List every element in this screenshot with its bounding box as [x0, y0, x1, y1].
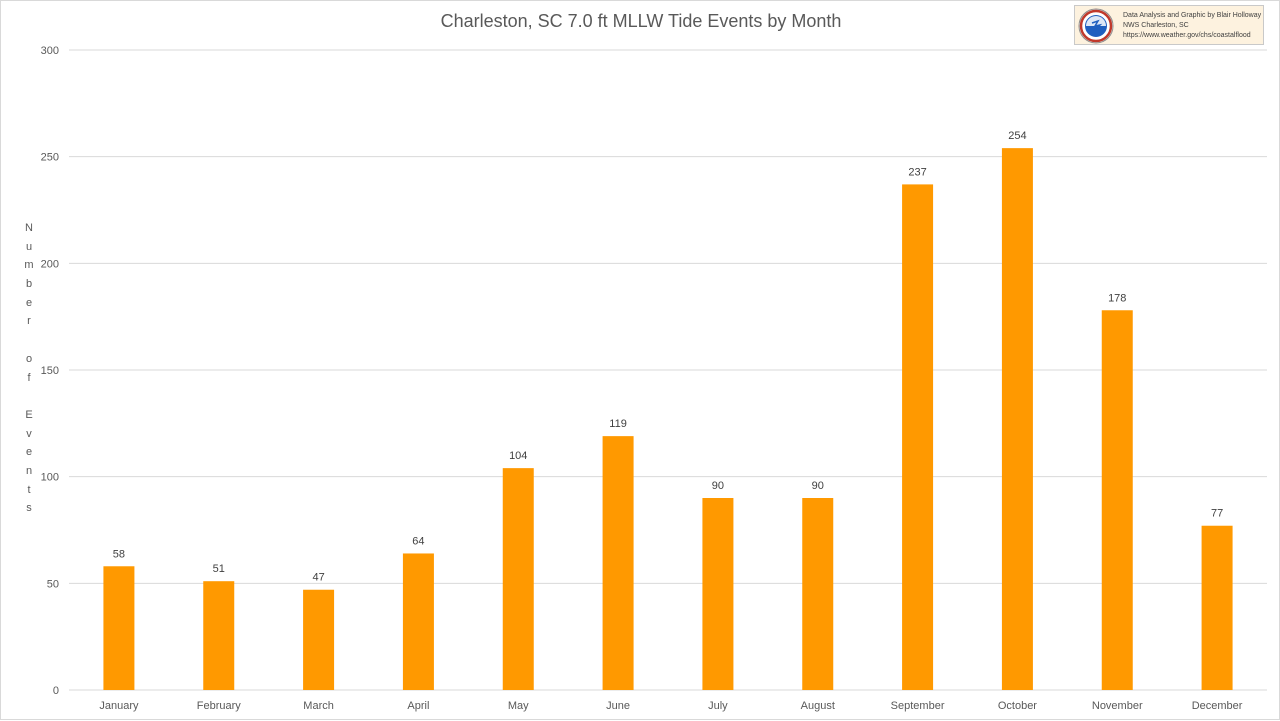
y-axis-label-letter: E	[25, 408, 33, 421]
x-tick-label: February	[197, 700, 242, 712]
bar	[702, 498, 734, 690]
bar	[602, 436, 634, 690]
x-tick-label: April	[407, 700, 429, 712]
y-tick-label: 300	[41, 45, 59, 57]
y-axis-label-letter: u	[25, 240, 33, 253]
y-tick-label: 50	[47, 578, 59, 590]
x-tick-label: May	[508, 700, 529, 712]
y-axis-label-letter: n	[25, 464, 33, 477]
data-label: 178	[1108, 292, 1126, 304]
y-axis-label-letter: f	[27, 371, 31, 384]
x-tick-label: September	[891, 700, 945, 712]
y-axis-label-letter: t	[27, 483, 31, 496]
data-label: 237	[908, 166, 926, 178]
y-axis-label-letter: v	[26, 427, 32, 440]
data-label: 90	[812, 480, 824, 492]
y-axis-label-letter: b	[25, 278, 33, 291]
bar	[902, 184, 934, 690]
y-axis-label-letter: r	[27, 315, 31, 328]
data-label: 58	[113, 548, 125, 560]
bar	[502, 468, 534, 690]
x-tick-label: January	[99, 700, 139, 712]
bar	[103, 566, 135, 690]
y-axis-label-letter: s	[26, 502, 32, 515]
chart-title: Charleston, SC 7.0 ft MLLW Tide Events b…	[440, 11, 842, 31]
data-label: 254	[1008, 130, 1026, 142]
bar	[203, 581, 235, 690]
x-tick-label: August	[801, 700, 835, 712]
y-axis-label-letter: e	[25, 446, 33, 459]
data-label: 90	[712, 480, 724, 492]
y-axis-label-letter: m	[24, 259, 34, 272]
data-label: 104	[509, 450, 527, 462]
data-label: 77	[1211, 508, 1223, 520]
x-tick-label: June	[606, 700, 630, 712]
credit-text: Data Analysis and Graphic by Blair Hollo…	[1123, 11, 1261, 41]
bar	[1201, 525, 1233, 690]
credit-box: Data Analysis and Graphic by Blair Hollo…	[1074, 5, 1264, 45]
y-tick-label: 250	[41, 152, 59, 164]
x-tick-label: November	[1092, 700, 1143, 712]
data-label: 64	[412, 535, 424, 547]
x-tick-label: March	[303, 700, 334, 712]
y-tick-label: 0	[53, 685, 59, 697]
bar	[1101, 310, 1133, 690]
data-label: 119	[609, 418, 627, 430]
x-tick-label: December	[1192, 700, 1243, 712]
y-axis-label-letter: N	[25, 222, 33, 234]
bar	[802, 498, 834, 690]
x-tick-label: July	[708, 700, 728, 712]
bar	[303, 589, 335, 690]
data-label: 47	[312, 572, 324, 584]
y-tick-label: 150	[41, 365, 59, 377]
x-tick-label: October	[998, 700, 1037, 712]
credit-line-2: NWS Charleston, SC	[1123, 22, 1189, 29]
y-axis-label-letter: e	[25, 296, 33, 309]
bar	[402, 553, 434, 690]
y-tick-label: 200	[41, 258, 59, 270]
bar	[1001, 148, 1033, 691]
data-label: 51	[213, 563, 225, 575]
credit-line-3: https://www.weather.gov/chs/coastalflood	[1123, 32, 1251, 39]
credit-line-1: Data Analysis and Graphic by Blair Hollo…	[1123, 12, 1262, 19]
nws-logo-icon	[1078, 8, 1114, 44]
y-axis-label-letter: o	[25, 352, 33, 365]
y-tick-label: 100	[41, 472, 59, 484]
